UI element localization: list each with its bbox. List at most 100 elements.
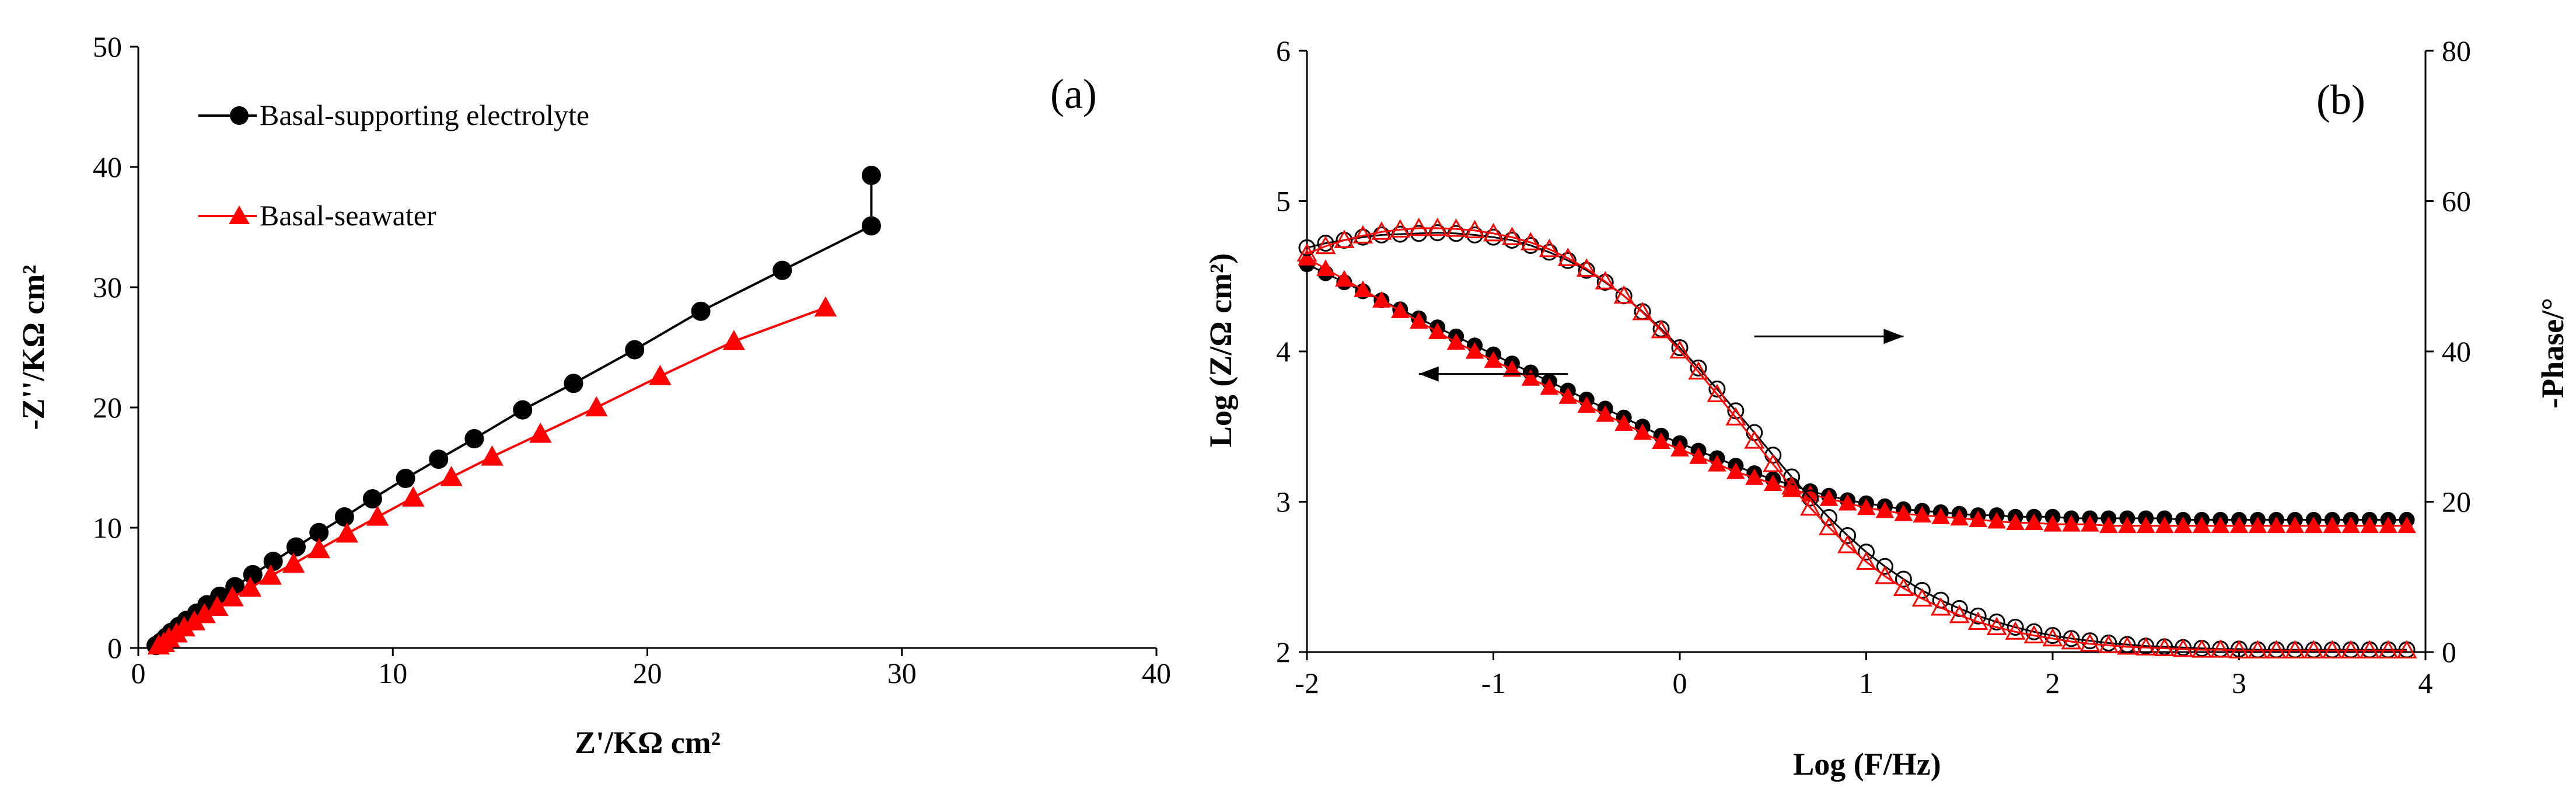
y-tick-label: 40 [93,151,122,183]
data-point [1800,497,1821,516]
chart-a-legend: Basal-supporting electrolyte Basal-seawa… [198,99,589,232]
y2-tick-label: 60 [2442,185,2471,218]
data-point [2081,632,2099,650]
data-point [1894,504,1913,521]
data-point [1969,607,1987,625]
chart-b-y-ticks: 2 3 4 5 6 [1276,34,1307,668]
data-point [1520,232,1541,250]
data-point [282,552,305,573]
data-point [2173,638,2194,657]
data-point [2007,619,2024,636]
data-point [2023,625,2044,644]
data-point [625,340,645,360]
data-point [2118,516,2137,534]
legend-label-red: Basal-seawater [260,199,436,232]
data-point [1577,396,1596,413]
y-tick-label: 20 [93,391,122,424]
data-point [1409,312,1428,329]
data-point [1502,360,1522,377]
data-point [2025,623,2043,640]
data-point [1874,565,1895,584]
data-point [1483,222,1504,242]
data-point [2396,640,2417,658]
y2-tick-label: 40 [2442,335,2471,368]
data-point [1671,339,1689,357]
data-point [1819,489,1838,506]
data-point [1484,351,1503,368]
data-point [481,445,504,466]
x-tick-label: 20 [633,657,662,689]
chart-a: 0 10 20 30 40 0 10 20 30 40 50 (a) Z'/KΩ cm² -Z''… [16,30,1171,760]
data-point [2025,513,2043,531]
data-point [1390,301,1410,318]
chart-b-x-label: Log (F/Hz) [1793,747,1941,782]
data-point [1876,557,1893,575]
data-point [1296,243,1317,262]
data-point [1708,455,1726,472]
data-point [2173,516,2193,534]
data-point [722,330,746,350]
data-point [1950,508,1969,526]
chart-a-x-ticks: 0 10 20 30 40 [131,648,1171,689]
legend-label-black: Basal-supporting electrolyte [260,99,589,131]
chart-b-y2-label: -Phase/° [2535,298,2570,409]
data-point [221,586,244,607]
data-point [1745,468,1764,485]
data-point [2359,640,2380,658]
data-point [1335,270,1354,287]
data-point [464,429,484,449]
data-point [585,396,608,417]
data-point [1521,369,1540,386]
data-point [861,216,881,236]
chart-b-series [1296,217,2417,658]
data-point [440,466,463,486]
data-point [2267,516,2286,534]
y-tick-label: 4 [1276,335,1291,368]
y-tick-label: 50 [93,30,122,63]
data-point [1875,501,1895,518]
data-point [1858,543,1875,561]
data-point [2043,515,2062,532]
data-point [1986,616,2007,635]
data-point [1669,340,1690,359]
legend-marker-red [229,205,250,224]
data-point [1373,226,1390,243]
data-point [1895,570,1912,588]
y2-tick-label: 20 [2442,486,2471,518]
data-point [2360,516,2379,534]
x-tick-label: 2 [2046,667,2060,699]
data-point [1596,274,1614,291]
data-point [2154,637,2175,657]
series-line [1306,232,2407,651]
y2-tick-label: 0 [2442,636,2456,668]
series-line [1306,227,2407,651]
data-point [334,507,354,527]
data-point [2211,516,2230,534]
data-point [2378,640,2399,658]
data-point [335,522,358,543]
data-point [691,301,711,321]
legend-marker-black [230,106,249,125]
data-point [1446,218,1467,237]
data-point [1856,551,1876,570]
y-tick-label: 2 [1276,636,1291,668]
data-point [814,296,837,317]
y-tick-label: 10 [93,511,122,544]
data-point [1838,494,1857,511]
data-point [2323,516,2342,534]
x-tick-label: 4 [2418,667,2433,699]
data-point [2042,628,2063,647]
chart-b-annotations [1418,329,1904,382]
data-point [1949,604,1970,623]
y-tick-label: 5 [1276,185,1291,218]
chart-a-panel-label: (a) [1050,71,1097,117]
data-point [1559,252,1577,269]
data-point [1820,509,1838,527]
data-point [1334,229,1355,248]
data-point [1557,248,1578,266]
data-point [2135,637,2156,656]
data-point [429,449,449,469]
data-point [2155,516,2174,534]
data-point [1651,319,1672,339]
